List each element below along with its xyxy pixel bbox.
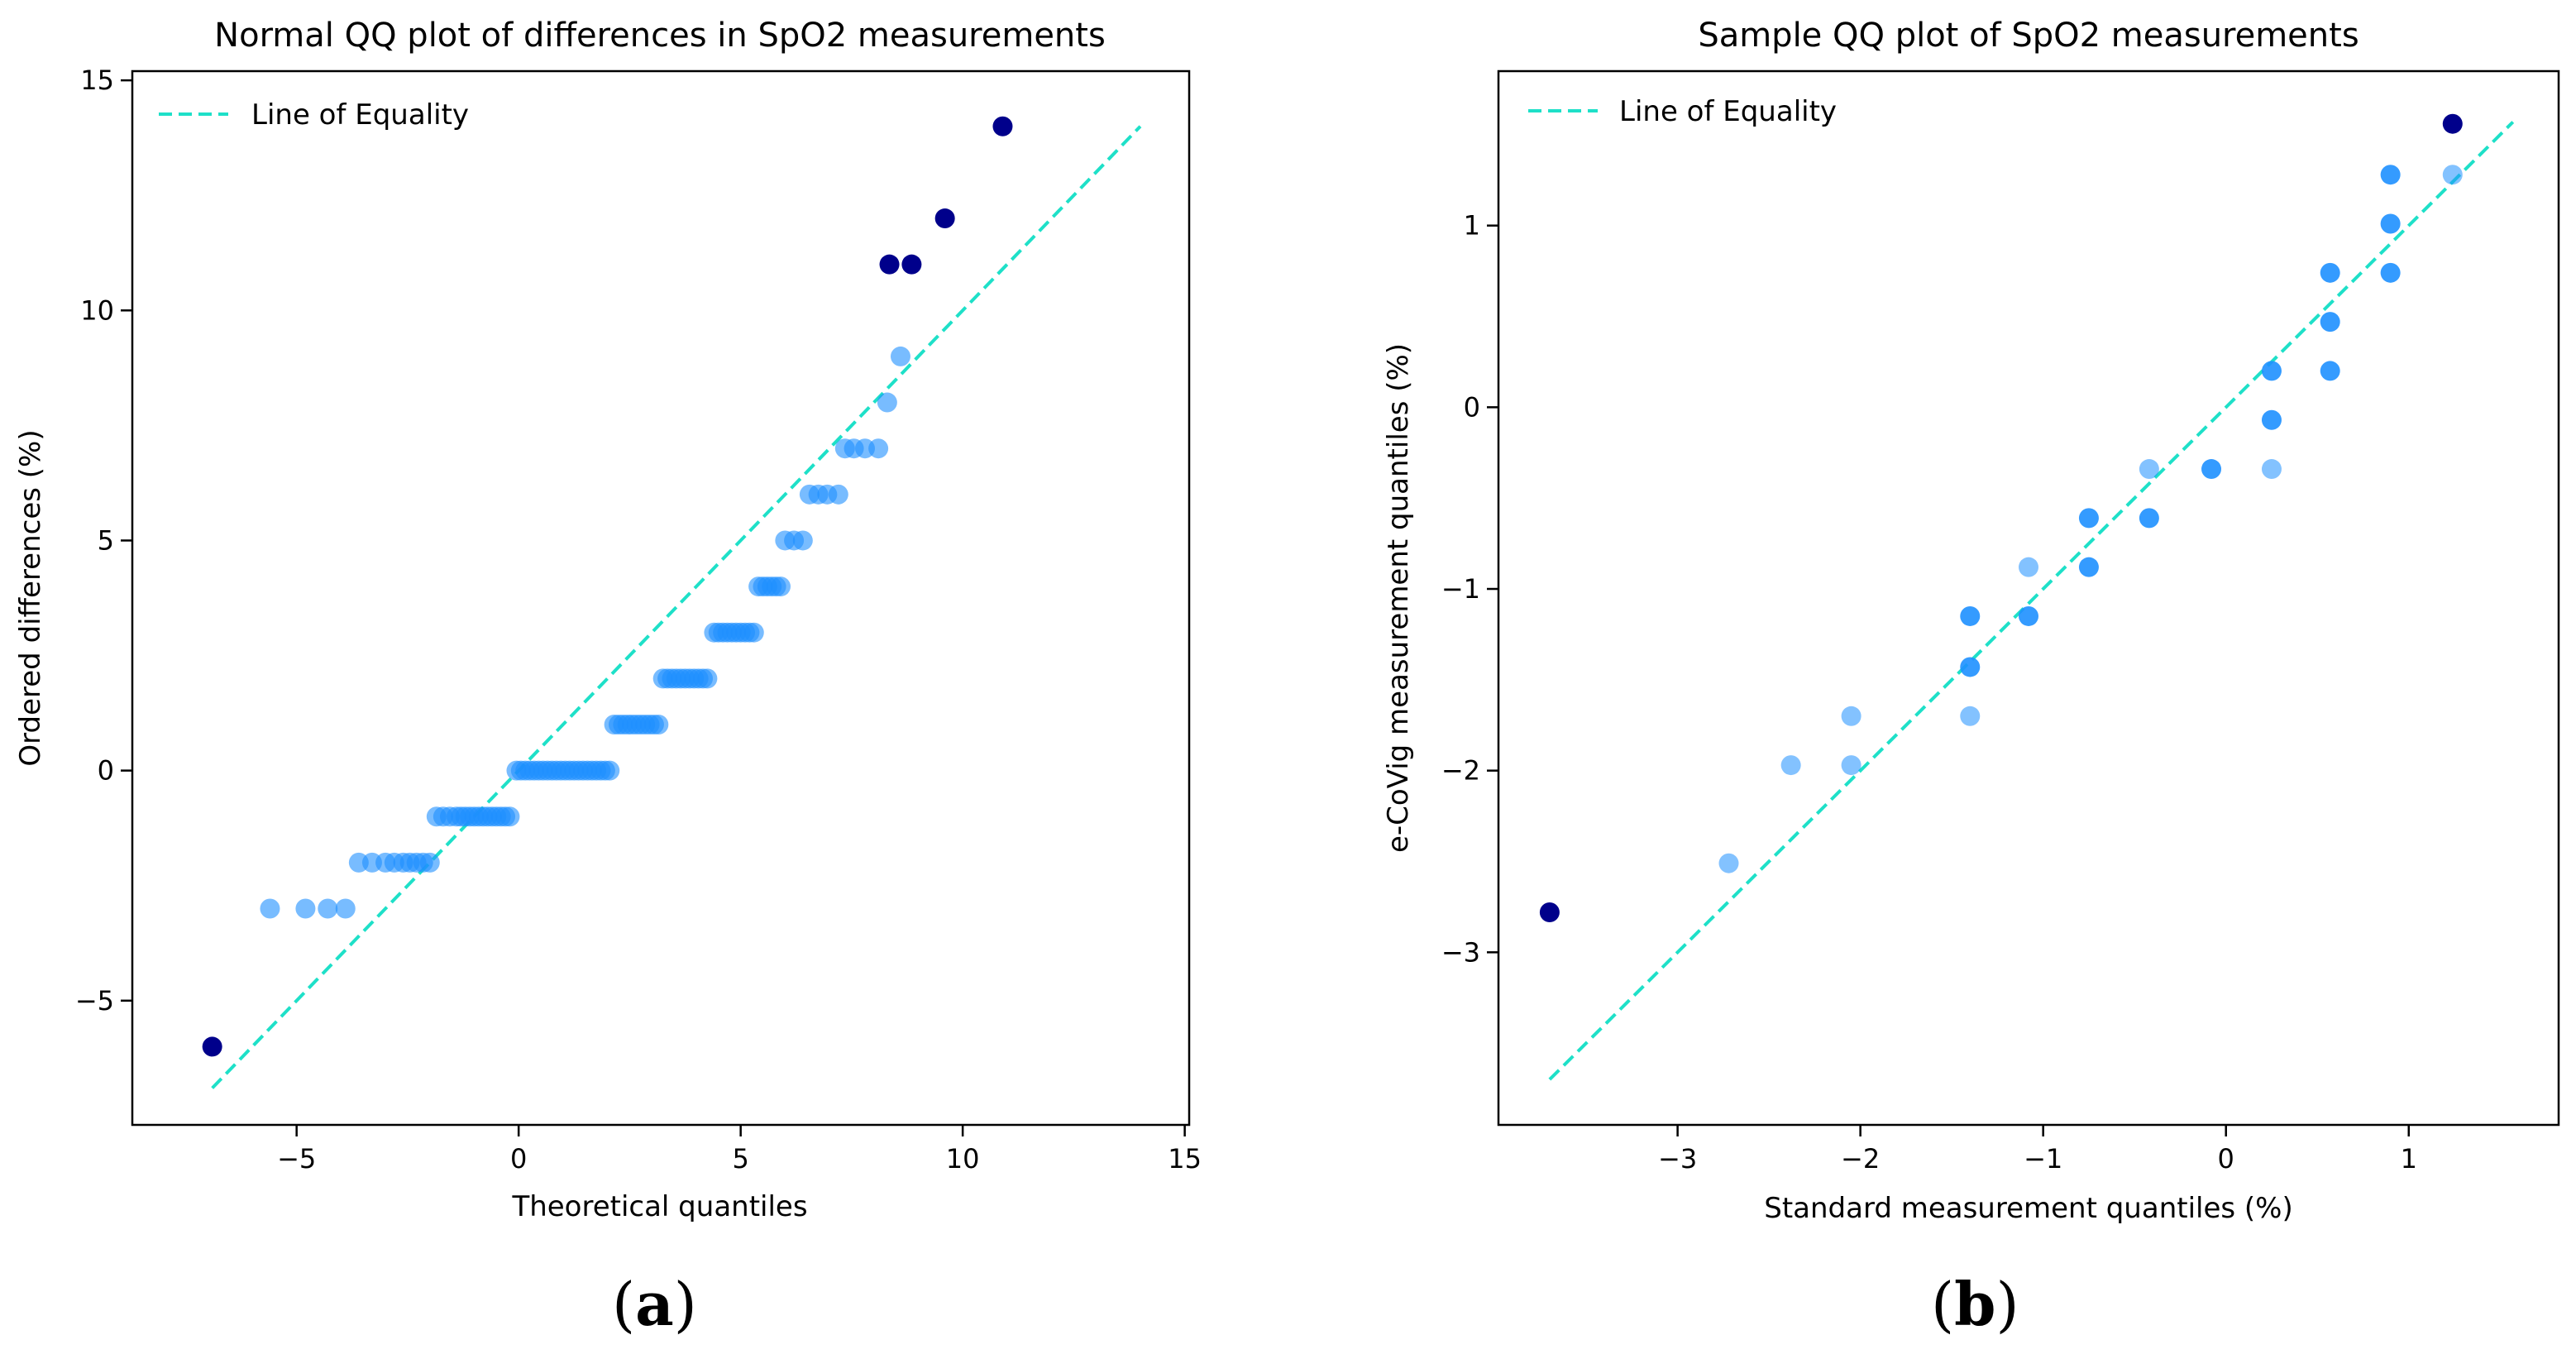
chart-b-point-dense <box>2380 262 2401 283</box>
chart-a-equality-line <box>211 125 1142 1089</box>
chart-a-title: Normal QQ plot of differences in SpO2 me… <box>214 17 1106 55</box>
chart-b-xtick-label: −1 <box>2024 1143 2062 1175</box>
chart-b-point-outliers <box>2442 113 2463 134</box>
chart-a-caption-letter: a <box>635 1269 674 1339</box>
chart-b-x-ticks: −3 −2 −1 0 1 <box>1658 1125 2417 1175</box>
chart-b-point-light <box>1960 706 1981 726</box>
chart-b-ytick-label: −2 <box>1441 755 1480 787</box>
chart-a-legend: Line of Equality <box>159 98 469 132</box>
chart-b-point-dense <box>1960 657 1981 677</box>
chart-a-legend-label: Line of Equality <box>251 98 469 132</box>
chart-b-caption-letter: b <box>1954 1269 1995 1339</box>
chart-b-point-light <box>2019 557 2038 577</box>
chart-a-ytick-label: 15 <box>80 65 114 96</box>
chart-a-point-outliers <box>992 116 1013 136</box>
chart-b-point-light <box>1841 706 1862 726</box>
chart-a-caption: (a) <box>612 1269 697 1339</box>
chart-b-point-dense <box>2261 361 2282 381</box>
chart-b-point-dense <box>2261 409 2282 430</box>
chart-a-xtick-label: −5 <box>277 1143 316 1175</box>
chart-a-point-differences <box>600 760 620 781</box>
chart-a-x-ticks: −5 0 5 10 15 <box>277 1125 1202 1175</box>
chart-a-point-differences <box>697 668 718 689</box>
chart-b-point-dense <box>2320 361 2340 381</box>
chart-a-point-differences <box>743 622 764 643</box>
panel-a-qq-plot: Normal QQ plot of differences in SpO2 me… <box>14 17 1202 1339</box>
chart-b-xtick-label: −3 <box>1658 1143 1697 1175</box>
chart-b-point-outliers <box>1539 902 1560 923</box>
chart-a-equality-layer <box>211 125 1142 1089</box>
chart-b-point-dense <box>2019 605 2038 626</box>
chart-a-point-differences <box>260 898 280 919</box>
chart-a-point-differences <box>335 898 356 919</box>
chart-a-point-outliers <box>901 254 922 275</box>
chart-a-points <box>202 116 1013 1057</box>
chart-a-ytick-label: −5 <box>75 985 114 1017</box>
chart-a-point-differences <box>770 577 791 597</box>
chart-b-point-dense <box>2320 262 2340 283</box>
chart-b-ytick-label: 0 <box>1464 391 1480 423</box>
chart-b-title: Sample QQ plot of SpO2 measurements <box>1698 17 2359 55</box>
chart-a-xtick-label: 10 <box>946 1143 980 1175</box>
chart-b-point-light <box>2442 165 2463 185</box>
chart-b-xtick-label: −2 <box>1841 1143 1880 1175</box>
chart-b-point-dense <box>2380 213 2401 234</box>
chart-b-equality-layer <box>1548 121 2515 1081</box>
chart-b-points <box>1539 113 2463 923</box>
chart-a-xlabel: Theoretical quantiles <box>511 1190 807 1223</box>
chart-a-frame <box>131 69 1191 1127</box>
chart-b-legend: Line of Equality <box>1528 95 1837 128</box>
chart-a-point-differences <box>877 392 897 413</box>
chart-a-xtick-label: 0 <box>510 1143 527 1175</box>
chart-a-point-differences <box>648 714 669 734</box>
chart-a-point-differences <box>419 852 440 873</box>
chart-a-point-differences <box>828 484 848 505</box>
chart-a-point-differences <box>499 806 520 827</box>
chart-b-ytick-label: 1 <box>1464 210 1480 242</box>
chart-b-point-dense <box>2139 508 2159 529</box>
chart-b-legend-label: Line of Equality <box>1619 95 1837 128</box>
chart-b-point-dense <box>2078 557 2099 577</box>
chart-b-ytick-label: −1 <box>1441 573 1480 605</box>
chart-b-point-dense <box>2380 165 2401 185</box>
chart-b-xtick-label: 0 <box>2218 1143 2234 1175</box>
chart-b-point-light <box>2139 459 2159 480</box>
chart-a-point-differences <box>890 346 910 366</box>
panel-b-qq-plot: Sample QQ plot of SpO2 measurements −3 −2… <box>1382 17 2560 1339</box>
chart-b-equality-line <box>1548 121 2515 1081</box>
chart-a-ytick-label: 5 <box>98 524 114 556</box>
chart-b-xtick-label: 1 <box>2401 1143 2417 1175</box>
chart-b-ytick-label: −3 <box>1441 936 1480 968</box>
chart-b-point-light <box>1718 853 1739 873</box>
chart-b-y-ticks: −3 −2 −1 0 1 <box>1441 210 1498 968</box>
chart-a-point-differences <box>868 438 889 459</box>
chart-b-point-dense <box>2201 459 2222 480</box>
chart-b-point-dense <box>2320 312 2340 333</box>
chart-b-point-light <box>1841 755 1862 776</box>
chart-b-frame <box>1497 69 2560 1127</box>
chart-a-point-outliers <box>202 1036 222 1057</box>
chart-a-xtick-label: 15 <box>1168 1143 1202 1175</box>
chart-a-point-outliers <box>934 208 955 229</box>
chart-a-ylabel: Ordered differences (%) <box>14 429 47 766</box>
chart-a-y-ticks: −5 0 5 10 15 <box>75 65 132 1017</box>
chart-b-caption: (b) <box>1931 1269 2019 1339</box>
chart-b-point-dense <box>2078 508 2099 529</box>
chart-a-xtick-label: 5 <box>732 1143 748 1175</box>
chart-a-ytick-label: 0 <box>98 755 114 787</box>
chart-b-point-dense <box>1960 605 1981 626</box>
chart-a-point-differences <box>318 898 338 919</box>
chart-b-point-light <box>2261 459 2282 480</box>
chart-a-point-differences <box>792 530 813 551</box>
chart-b-point-light <box>1780 755 1801 776</box>
chart-a-point-differences <box>295 898 316 919</box>
chart-a-ytick-label: 10 <box>80 294 114 326</box>
chart-a-point-outliers <box>879 254 900 275</box>
chart-b-ylabel: e-CoVig measurement quantiles (%) <box>1382 343 1415 853</box>
chart-b-xlabel: Standard measurement quantiles (%) <box>1764 1192 2293 1225</box>
